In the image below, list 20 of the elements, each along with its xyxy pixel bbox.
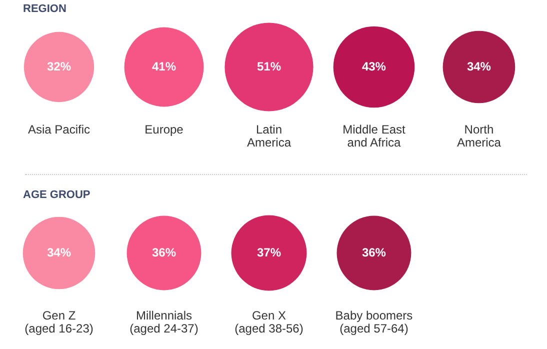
data-label: 34% [466, 59, 492, 74]
text: REGION [23, 3, 66, 15]
data-label: 36% [152, 245, 176, 260]
category-label: Latin America [246, 122, 292, 150]
data-label: 37% [256, 245, 282, 260]
category-label: Gen Z (aged 16-23) [24, 308, 94, 336]
data-label: 32% [46, 59, 72, 74]
category-label: Millennials (aged 24-37) [130, 308, 198, 336]
data-label: 51% [256, 59, 282, 74]
category-label: Asia Pacific [28, 122, 90, 136]
text: AGE GROUP [23, 189, 90, 201]
category-label: Middle East and Africa [342, 122, 406, 150]
data-label: 41% [152, 59, 176, 74]
category-label: Gen X (aged 38-56) [234, 308, 304, 336]
category-label: North America [456, 122, 502, 150]
data-label: 43% [362, 59, 386, 74]
category-label: Baby boomers (aged 57-64) [335, 308, 413, 336]
data-label: 34% [46, 245, 72, 260]
data-label: 36% [362, 245, 386, 260]
category-label: Europe [144, 122, 184, 136]
